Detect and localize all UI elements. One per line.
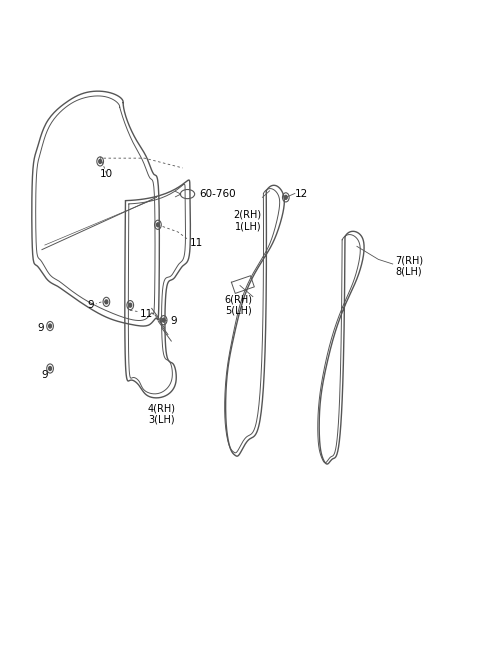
Text: 60-760: 60-760 — [199, 189, 236, 199]
Circle shape — [48, 367, 51, 371]
Text: 6(RH)
5(LH): 6(RH) 5(LH) — [224, 295, 252, 316]
Circle shape — [129, 303, 132, 307]
Text: 9: 9 — [171, 316, 178, 327]
Circle shape — [105, 300, 108, 304]
Text: 2(RH)
1(LH): 2(RH) 1(LH) — [233, 209, 262, 231]
Circle shape — [284, 195, 287, 199]
Text: 11: 11 — [190, 238, 203, 248]
Circle shape — [99, 159, 102, 163]
Text: 10: 10 — [100, 169, 113, 180]
Text: 12: 12 — [295, 189, 308, 199]
Circle shape — [48, 324, 51, 328]
Text: 9: 9 — [41, 371, 48, 380]
Text: 9: 9 — [88, 300, 95, 310]
Circle shape — [162, 318, 165, 322]
Text: 9: 9 — [38, 323, 44, 333]
Text: 7(RH)
8(LH): 7(RH) 8(LH) — [395, 255, 423, 277]
Text: 11: 11 — [140, 308, 153, 319]
Circle shape — [156, 223, 159, 227]
Text: 4(RH)
3(LH): 4(RH) 3(LH) — [147, 403, 175, 424]
